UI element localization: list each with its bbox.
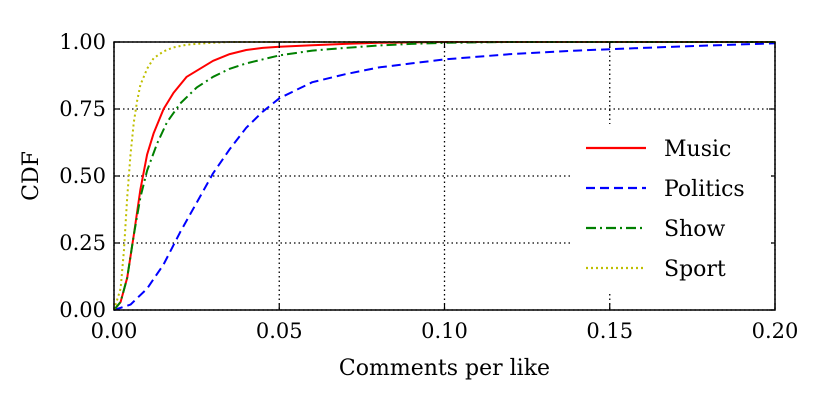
y-tick-label: 0.50 <box>59 164 106 188</box>
y-tick-label: 0.25 <box>59 231 106 255</box>
x-tick-label: 0.10 <box>421 319 468 343</box>
legend-background <box>570 124 771 292</box>
y-tick-label: 1.00 <box>59 30 106 54</box>
axis-ticks: 0.00 0.05 0.10 0.15 0.20 0.00 0.25 0.50 0.75 1.00 <box>59 30 798 343</box>
x-tick-label: 0.05 <box>256 319 303 343</box>
plot-series <box>113 41 776 311</box>
x-axis-label: Comments per like <box>339 356 550 381</box>
legend-label-music: Music <box>664 137 731 162</box>
legend: Music Politics Show Sport <box>570 124 771 292</box>
legend-label-sport: Sport <box>664 257 726 282</box>
y-tick-label: 0.00 <box>59 298 106 322</box>
legend-label-politics: Politics <box>664 177 745 202</box>
x-tick-label: 0.00 <box>91 319 138 343</box>
y-axis-label: CDF <box>19 151 44 201</box>
legend-label-show: Show <box>664 217 725 242</box>
series-line-sport <box>113 41 775 311</box>
x-tick-label: 0.20 <box>752 319 799 343</box>
series-line-show <box>113 41 775 311</box>
y-tick-label: 0.75 <box>59 97 106 121</box>
series-line-politics <box>113 42 776 311</box>
x-tick-label: 0.15 <box>586 319 633 343</box>
